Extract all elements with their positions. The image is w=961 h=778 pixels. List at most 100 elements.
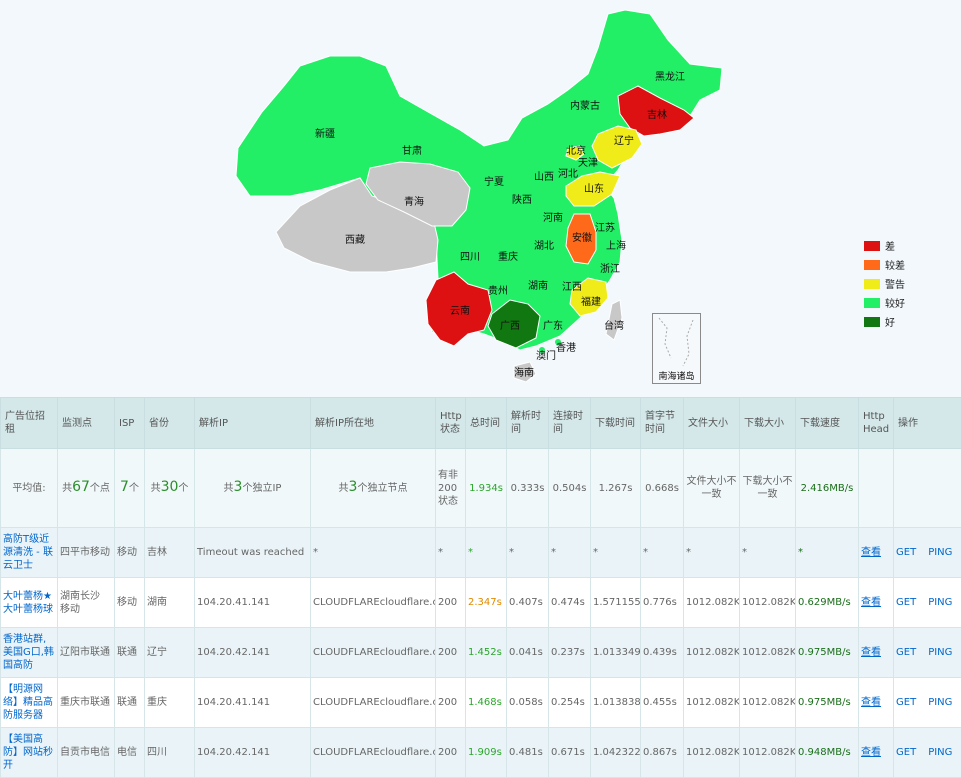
map-region-taiwan[interactable]: [606, 300, 622, 340]
col-header: 下载时间: [591, 398, 641, 449]
avg-ops: [894, 449, 961, 528]
map-label-henan: 河南: [543, 213, 563, 225]
connect-time: *: [549, 528, 591, 578]
resolved-ip: 104.20.41.141: [195, 678, 311, 728]
download-speed: 0.629MB/s: [796, 578, 859, 628]
isp-cell: 联通: [115, 678, 145, 728]
connect-time: 0.474s: [549, 578, 591, 628]
inset-label: 南海诸岛: [653, 369, 700, 382]
ip-location: *: [311, 528, 436, 578]
ad-link[interactable]: 大叶蕾杨★大叶蕾杨球: [1, 578, 58, 628]
legend-item-bad[interactable]: 差: [864, 236, 905, 255]
legend-item-poor[interactable]: 较差: [864, 255, 905, 274]
province-cell: 湖南: [145, 578, 195, 628]
connect-time: 0.254s: [549, 678, 591, 728]
isp-cell: 联通: [115, 628, 145, 678]
col-header: 解析IP: [195, 398, 311, 449]
http-head-view-link[interactable]: 查看: [859, 728, 894, 778]
south-china-sea-islands: [653, 314, 700, 370]
get-link[interactable]: GET: [896, 597, 916, 608]
results-table: 广告位招租 监测点 ISP 省份 解析IP 解析IP所在地 Http状态 总时间…: [0, 397, 961, 778]
map-label-beijing: 北京: [566, 146, 586, 158]
province-cell: 四川: [145, 728, 195, 778]
ad-link[interactable]: 香港站群,美国G口,韩国高防: [1, 628, 58, 678]
download-speed: *: [796, 528, 859, 578]
resolved-ip: 104.20.42.141: [195, 728, 311, 778]
http-status: 200: [436, 678, 466, 728]
ops: GET PING: [894, 628, 961, 678]
total-time: 1.452s: [466, 628, 507, 678]
http-head-view-link[interactable]: 查看: [859, 578, 894, 628]
file-size: 1012.082KB: [684, 728, 740, 778]
dns-time: 0.041s: [507, 628, 549, 678]
monitor-point: 自贡市电信: [58, 728, 115, 778]
download-speed: 0.975MB/s: [796, 628, 859, 678]
map-label-shanxi: 山西: [534, 172, 554, 184]
col-header: 解析IP所在地: [311, 398, 436, 449]
total-time: 1.909s: [466, 728, 507, 778]
legend-item-good[interactable]: 好: [864, 312, 905, 331]
get-link[interactable]: GET: [896, 547, 916, 558]
total-time: 2.347s: [466, 578, 507, 628]
http-head-view-link[interactable]: 查看: [859, 628, 894, 678]
get-link[interactable]: GET: [896, 647, 916, 658]
file-size: *: [684, 528, 740, 578]
legend-item-warning[interactable]: 警告: [864, 274, 905, 293]
http-head-view-link[interactable]: 查看: [859, 678, 894, 728]
ttfb-time: 0.776s: [641, 578, 684, 628]
get-link[interactable]: GET: [896, 697, 916, 708]
col-header: 连接时间: [549, 398, 591, 449]
map-label-macau: 澳门: [536, 351, 556, 363]
col-header: 首字节时间: [641, 398, 684, 449]
map-label-neimenggu: 内蒙古: [570, 101, 600, 113]
http-status: 200: [436, 578, 466, 628]
legend-item-fair[interactable]: 较好: [864, 293, 905, 312]
ad-link[interactable]: 【明源网络】精品高防服务器: [1, 678, 58, 728]
map-label-shaanxi: 陕西: [512, 195, 532, 207]
file-size: 1012.082KB: [684, 628, 740, 678]
map-label-qinghai: 青海: [404, 197, 424, 209]
ping-link[interactable]: PING: [928, 747, 952, 758]
ping-link[interactable]: PING: [928, 547, 952, 558]
map-label-xinjiang: 新疆: [315, 129, 335, 141]
dns-time: 0.481s: [507, 728, 549, 778]
ad-link[interactable]: 高防T级近源清洗 - 联云卫士: [1, 528, 58, 578]
avg-label: 平均值:: [1, 449, 58, 528]
file-size: 1012.082KB: [684, 678, 740, 728]
ip-location: CLOUDFLAREcloudflare.com: [311, 728, 436, 778]
avg-total: 1.934s: [466, 449, 507, 528]
col-header: 解析时间: [507, 398, 549, 449]
ops: GET PING: [894, 528, 961, 578]
connect-time: 0.671s: [549, 728, 591, 778]
map-label-jiangxi: 江西: [562, 282, 582, 294]
ad-link[interactable]: 【美国高防】网站秒开: [1, 728, 58, 778]
ping-link[interactable]: PING: [928, 647, 952, 658]
get-link[interactable]: GET: [896, 747, 916, 758]
avg-http: 有非200状态: [436, 449, 466, 528]
avg-ips: 共3个独立IP: [195, 449, 311, 528]
ping-link[interactable]: PING: [928, 597, 952, 608]
col-header: 文件大小: [684, 398, 740, 449]
download-time: 1.013838s: [591, 678, 641, 728]
ping-link[interactable]: PING: [928, 697, 952, 708]
http-status: 200: [436, 728, 466, 778]
map-legend: 差 较差 警告 较好 好: [864, 236, 905, 331]
legend-swatch: [864, 298, 880, 308]
avg-dns: 0.333s: [507, 449, 549, 528]
ops: GET PING: [894, 578, 961, 628]
ip-location: CLOUDFLAREcloudflare.com: [311, 678, 436, 728]
http-head-view-link[interactable]: 查看: [859, 528, 894, 578]
province-cell: 吉林: [145, 528, 195, 578]
ops: GET PING: [894, 728, 961, 778]
isp-cell: 移动: [115, 528, 145, 578]
dns-time: *: [507, 528, 549, 578]
resolved-ip: Timeout was reached: [195, 528, 311, 578]
map-label-hainan: 海南: [514, 368, 534, 380]
monitor-point: 湖南长沙 移动: [58, 578, 115, 628]
map-label-hubei: 湖北: [534, 241, 554, 253]
avg-connect: 0.504s: [549, 449, 591, 528]
download-time: 1.571155s: [591, 578, 641, 628]
map-label-jiangsu: 江苏: [595, 223, 615, 235]
